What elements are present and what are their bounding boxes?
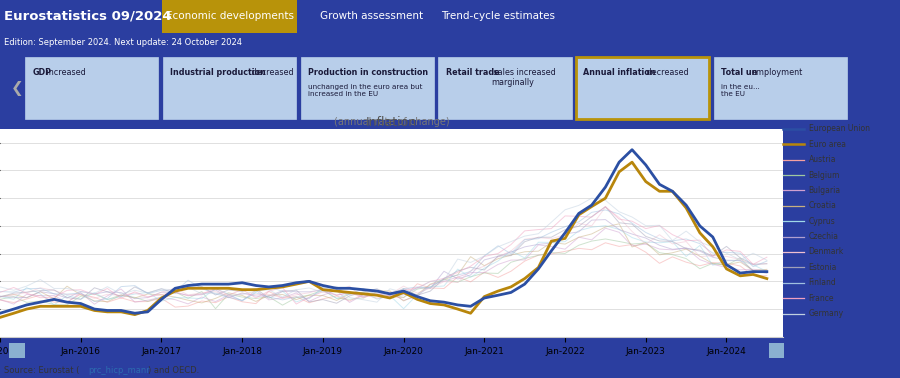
Text: Belgium: Belgium: [809, 170, 840, 180]
Text: ❮: ❮: [11, 81, 23, 96]
Text: Eurostatistics 09/2024: Eurostatistics 09/2024: [4, 9, 172, 22]
Text: Source: Eurostat (: Source: Eurostat (: [4, 366, 80, 375]
Text: decreased: decreased: [249, 68, 294, 77]
Text: Retail trade: Retail trade: [446, 68, 500, 77]
Text: Euro area: Euro area: [809, 140, 846, 149]
Text: prc_hicp_manr: prc_hicp_manr: [88, 366, 150, 375]
Text: in the eu...
the EU: in the eu... the EU: [721, 84, 760, 97]
Text: Austria: Austria: [809, 155, 836, 164]
FancyBboxPatch shape: [301, 57, 434, 119]
FancyBboxPatch shape: [25, 57, 158, 119]
Text: Estonia: Estonia: [809, 263, 837, 272]
Text: GDP: GDP: [32, 68, 51, 77]
FancyBboxPatch shape: [714, 57, 847, 119]
Text: employment: employment: [752, 68, 803, 77]
FancyBboxPatch shape: [9, 343, 24, 358]
FancyBboxPatch shape: [162, 0, 297, 33]
Text: unchanged in the euro area but
increased in the EU: unchanged in the euro area but increased…: [308, 84, 422, 97]
Text: Growth assessment: Growth assessment: [320, 11, 423, 21]
Text: Finland: Finland: [809, 278, 836, 287]
Text: Trend-cycle estimates: Trend-cycle estimates: [441, 11, 555, 21]
Text: Cyprus: Cyprus: [809, 217, 835, 226]
Text: Croatia: Croatia: [809, 201, 837, 210]
Text: increased: increased: [44, 68, 86, 77]
Text: ) and OECD.: ) and OECD.: [148, 366, 200, 375]
Text: Annual inflation: Annual inflation: [583, 68, 656, 77]
FancyBboxPatch shape: [576, 57, 709, 119]
FancyBboxPatch shape: [438, 57, 572, 119]
Text: Economic developments: Economic developments: [166, 11, 293, 21]
Text: Edition: September 2024. Next update: 24 October 2024: Edition: September 2024. Next update: 24…: [4, 38, 242, 47]
Text: (annual rate of change): (annual rate of change): [334, 117, 449, 127]
Text: sales increased
marginally: sales increased marginally: [491, 68, 555, 87]
Text: Production in construction: Production in construction: [308, 68, 428, 77]
Title: Inflation: Inflation: [366, 116, 417, 129]
Text: Denmark: Denmark: [809, 248, 844, 257]
Text: Total un: Total un: [721, 68, 757, 77]
Text: decreased: decreased: [644, 68, 688, 77]
Text: Germany: Germany: [809, 309, 844, 318]
FancyBboxPatch shape: [769, 343, 784, 358]
Text: France: France: [809, 294, 834, 303]
FancyBboxPatch shape: [163, 57, 296, 119]
Text: Czechia: Czechia: [809, 232, 839, 241]
Text: Bulgaria: Bulgaria: [809, 186, 841, 195]
Text: Industrial production: Industrial production: [170, 68, 266, 77]
Text: European Union: European Union: [809, 124, 869, 133]
